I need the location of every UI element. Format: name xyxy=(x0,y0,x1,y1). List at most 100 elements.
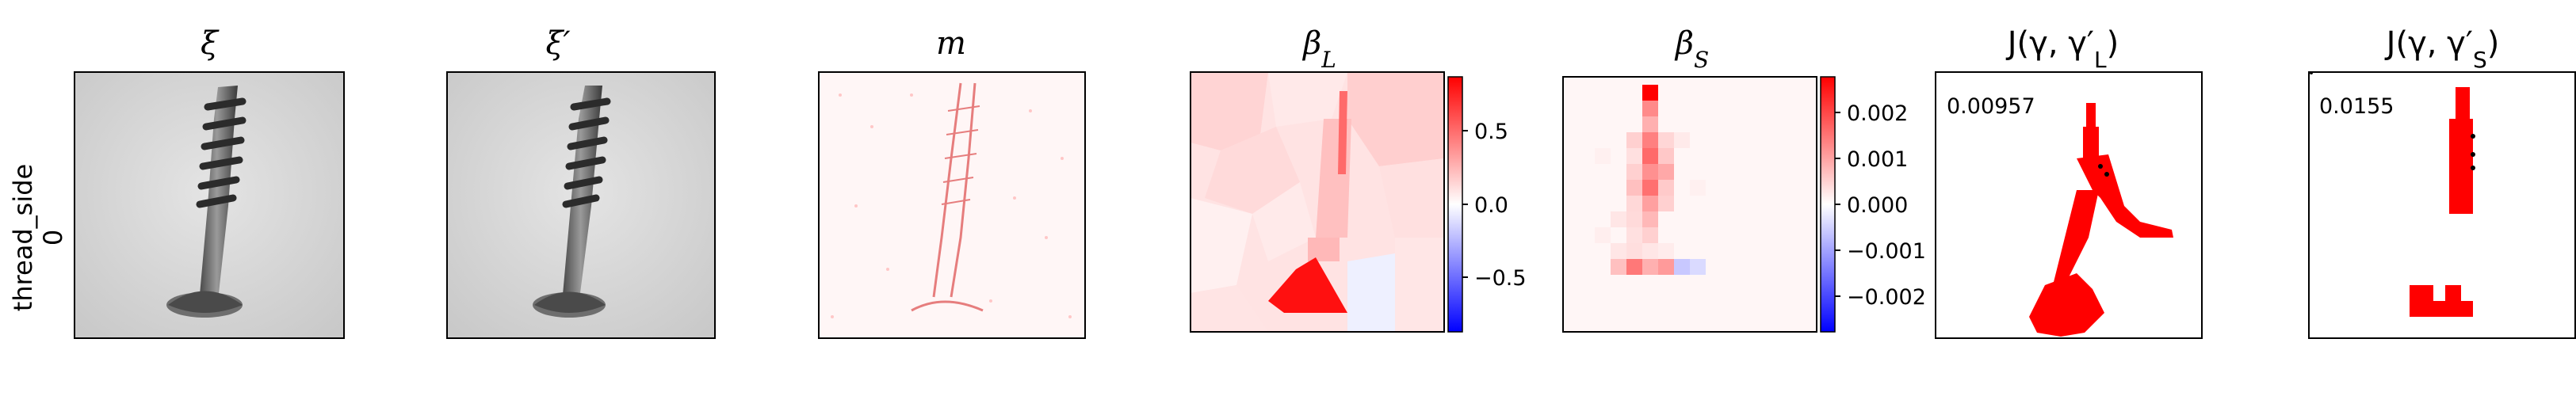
xi-frame xyxy=(74,71,345,339)
j-s-image-bg xyxy=(2309,72,2575,338)
beta-s-cell xyxy=(1626,259,1642,275)
row-label-line2: 0 xyxy=(38,230,68,246)
beta-s-tick-2: 0.000 xyxy=(1847,193,1908,218)
m-image-bg xyxy=(819,72,1085,338)
beta-s-cell xyxy=(1690,259,1706,275)
j-s-frame xyxy=(2308,71,2576,339)
beta-s-cell xyxy=(1642,196,1658,211)
beta-s-cell xyxy=(1642,164,1658,180)
panel-m: m xyxy=(818,25,1086,339)
beta-s-cell xyxy=(1690,180,1706,196)
beta-s-tick-1: 0.001 xyxy=(1847,147,1908,172)
panel-j-l: J(γ, γ′L) 0.00957 xyxy=(1935,25,2203,339)
beta-s-cell xyxy=(1595,227,1611,243)
j-s-title-main: J(γ, γ′ xyxy=(2384,25,2473,62)
panel-beta-s: βS 0.002 0.001 0.000 −0.001 −0.002 xyxy=(1562,25,1926,333)
beta-s-cell xyxy=(1595,148,1611,164)
m-screw-outline xyxy=(911,82,984,312)
beta-s-cell xyxy=(1626,211,1642,227)
screw-image-xi xyxy=(166,86,247,318)
j-s-title-sub: S xyxy=(2473,47,2487,73)
beta-s-cell xyxy=(1658,148,1674,164)
beta-s-cell xyxy=(1642,180,1658,196)
beta-s-colorbar-ticks: 0.002 0.001 0.000 −0.001 −0.002 xyxy=(1835,101,1926,310)
j-l-title-main: J(γ, γ′ xyxy=(2005,25,2094,62)
xi-prime-frame xyxy=(446,71,716,339)
beta-s-cell xyxy=(1642,259,1658,275)
beta-s-cell xyxy=(1611,211,1626,227)
beta-l-tick-2: −0.5 xyxy=(1474,266,1527,291)
j-l-title-end: ) xyxy=(2107,25,2119,62)
panel-m-title: m xyxy=(936,25,966,62)
beta-s-cell xyxy=(1626,196,1642,211)
beta-s-cell xyxy=(1658,164,1674,180)
beta-s-cell xyxy=(1626,243,1642,259)
panel-beta-l: βL 0.5 0.0 −0.5 xyxy=(1190,25,1527,333)
beta-l-tick-0: 0.5 xyxy=(1474,120,1508,144)
m-frame xyxy=(818,71,1086,339)
beta-s-cell xyxy=(1674,132,1690,148)
j-l-markers xyxy=(2098,164,2109,177)
beta-l-colorbar xyxy=(1447,76,1463,333)
beta-s-cell xyxy=(1642,116,1658,132)
beta-s-cell xyxy=(1658,243,1674,259)
screw-image-xi-prime xyxy=(533,86,611,318)
beta-l-frame xyxy=(1190,71,1445,333)
row-label: thread_side 0 xyxy=(8,164,68,311)
panel-j-s-title: J(γ, γ′S) xyxy=(2384,25,2500,73)
j-s-score: 0.0155 xyxy=(2319,94,2394,119)
j-s-mask xyxy=(2410,87,2473,317)
beta-s-cell xyxy=(1611,243,1626,259)
beta-s-cell xyxy=(1642,101,1658,116)
beta-s-cell xyxy=(1626,180,1642,196)
panel-xi: ξ xyxy=(74,25,345,339)
beta-s-tick-0: 0.002 xyxy=(1847,101,1908,126)
beta-s-cell xyxy=(1642,227,1658,243)
panel-beta-s-title: βS xyxy=(1674,25,1709,73)
panel-j-l-title: J(γ, γ′L) xyxy=(2005,25,2119,73)
j-s-title-end: ) xyxy=(2487,25,2500,62)
beta-s-cell xyxy=(1642,211,1658,227)
beta-s-cell xyxy=(1611,259,1626,275)
beta-l-superpixels xyxy=(1191,72,1444,332)
beta-l-title-sub: L xyxy=(1320,47,1336,73)
beta-s-cell xyxy=(1642,148,1658,164)
beta-s-image-bg xyxy=(1563,77,1817,332)
beta-s-cell xyxy=(1658,196,1674,211)
beta-s-cell xyxy=(1626,132,1642,148)
beta-s-title-sub: S xyxy=(1694,47,1709,73)
beta-s-cell xyxy=(1658,180,1674,196)
beta-l-colorbar-ticks: 0.5 0.0 −0.5 xyxy=(1462,120,1527,291)
beta-s-cell xyxy=(1642,132,1658,148)
panel-j-s: J(γ, γ′S) 0.0155 xyxy=(2308,25,2576,339)
j-l-title-sub: L xyxy=(2094,47,2107,73)
beta-s-cell xyxy=(1642,85,1658,101)
beta-s-cell xyxy=(1626,164,1642,180)
panel-beta-l-title: βL xyxy=(1301,25,1336,73)
beta-s-frame xyxy=(1562,76,1817,333)
beta-s-tick-3: −0.001 xyxy=(1847,239,1926,264)
panel-xi-prime: ξ′ xyxy=(446,25,716,339)
beta-s-cell xyxy=(1658,259,1674,275)
panel-xi-title: ξ xyxy=(201,25,220,62)
beta-l-hot-shaft xyxy=(1338,91,1347,174)
beta-s-cell xyxy=(1658,132,1674,148)
beta-l-tick-1: 0.0 xyxy=(1474,193,1508,218)
j-l-score: 0.00957 xyxy=(1947,94,2035,119)
panel-xi-prime-title: ξ′ xyxy=(545,25,570,62)
beta-s-cell xyxy=(1642,243,1658,259)
beta-l-hot-head xyxy=(1268,257,1347,313)
beta-s-cell xyxy=(1626,227,1642,243)
row-label-line1: thread_side xyxy=(8,164,38,311)
m-speckle xyxy=(831,93,1072,318)
beta-s-tick-4: −0.002 xyxy=(1847,285,1926,310)
beta-s-title-main: β xyxy=(1674,25,1694,62)
beta-s-cell xyxy=(1626,148,1642,164)
j-l-mask xyxy=(2029,103,2173,337)
beta-s-cell xyxy=(1674,259,1690,275)
beta-l-title-main: β xyxy=(1301,25,1321,62)
beta-s-grid xyxy=(1595,85,1706,275)
beta-s-colorbar xyxy=(1820,76,1836,333)
j-l-frame xyxy=(1935,71,2203,339)
